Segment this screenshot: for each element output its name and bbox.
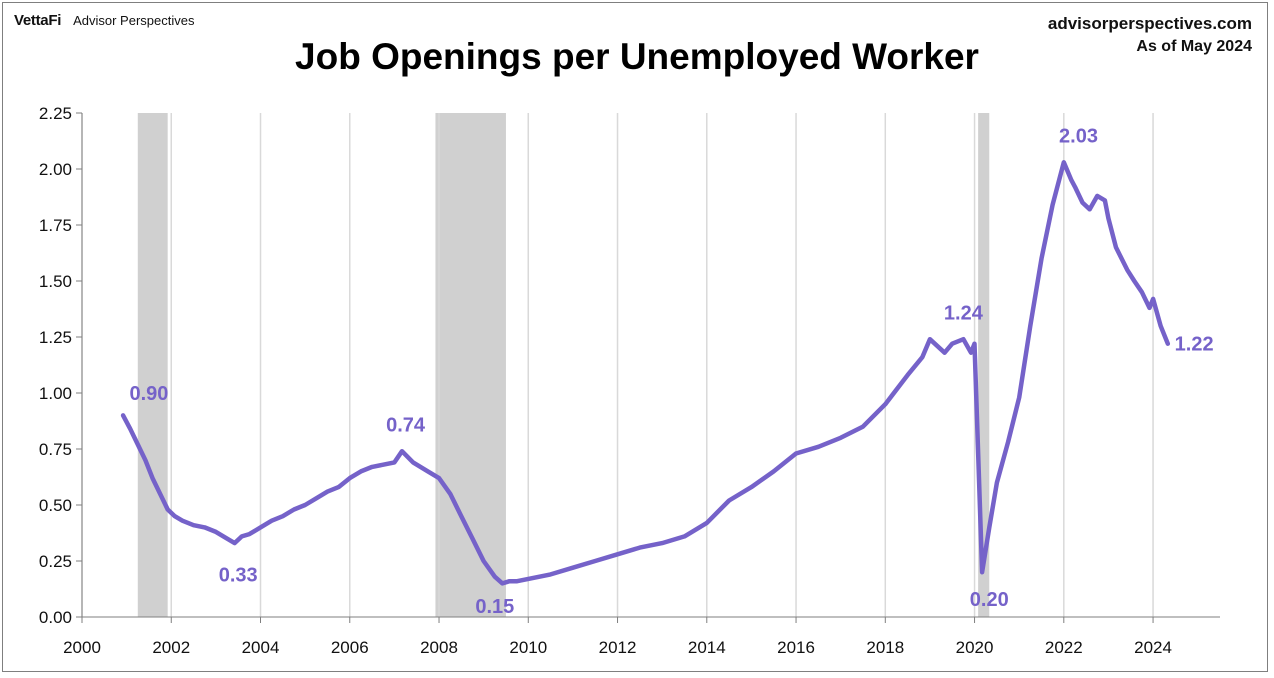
x-tick-label: 2014 bbox=[688, 638, 726, 657]
recession-band bbox=[435, 113, 506, 617]
data-label: 0.20 bbox=[970, 589, 1009, 611]
y-tick-label: 0.00 bbox=[39, 608, 72, 627]
y-tick-label: 1.00 bbox=[39, 384, 72, 403]
x-tick-label: 2010 bbox=[509, 638, 547, 657]
x-tick-label: 2020 bbox=[956, 638, 994, 657]
data-label: 2.03 bbox=[1059, 125, 1098, 147]
x-tick-label: 2002 bbox=[152, 638, 190, 657]
x-tick-label: 2024 bbox=[1134, 638, 1172, 657]
x-tick-label: 2018 bbox=[866, 638, 904, 657]
y-tick-label: 2.00 bbox=[39, 160, 72, 179]
logo: VettaFi Advisor Perspectives bbox=[14, 12, 194, 29]
y-tick-label: 0.50 bbox=[39, 496, 72, 515]
data-label: 1.24 bbox=[944, 302, 984, 324]
data-label: 0.33 bbox=[219, 564, 258, 586]
chart-title: Job Openings per Unemployed Worker bbox=[295, 36, 979, 77]
x-tick-label: 2008 bbox=[420, 638, 458, 657]
site-url: advisorperspectives.com bbox=[1047, 14, 1252, 33]
y-tick-label: 1.25 bbox=[39, 328, 72, 347]
brand-subtitle: Advisor Perspectives bbox=[73, 13, 195, 28]
series-line bbox=[120, 160, 1171, 586]
y-tick-label: 1.75 bbox=[39, 216, 72, 235]
recession-band bbox=[978, 113, 990, 617]
x-tick-label: 2016 bbox=[777, 638, 815, 657]
y-tick-label: 1.50 bbox=[39, 272, 72, 291]
y-tick-label: 0.75 bbox=[39, 440, 72, 459]
x-tick-label: 2012 bbox=[599, 638, 637, 657]
recession-band bbox=[137, 113, 168, 617]
y-tick-label: 2.25 bbox=[39, 104, 72, 123]
data-label: 1.22 bbox=[1175, 334, 1214, 356]
data-label: 0.90 bbox=[129, 383, 168, 405]
x-tick-label: 2000 bbox=[63, 638, 101, 657]
y-tick-label: 0.25 bbox=[39, 552, 72, 571]
data-label: 0.15 bbox=[475, 596, 514, 618]
x-tick-label: 2022 bbox=[1045, 638, 1083, 657]
x-tick-label: 2006 bbox=[331, 638, 369, 657]
x-tick-label: 2004 bbox=[242, 638, 280, 657]
data-label: 0.74 bbox=[386, 414, 426, 436]
brand-logo: VettaFi bbox=[14, 12, 62, 29]
as-of-date: As of May 2024 bbox=[1136, 38, 1252, 55]
